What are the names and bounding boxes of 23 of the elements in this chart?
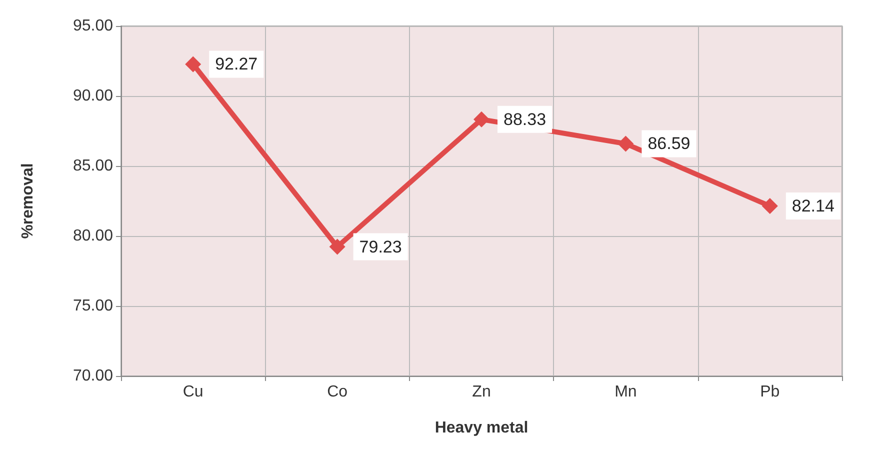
- data-label: 92.27: [215, 54, 258, 74]
- point: [185, 56, 202, 72]
- y-tick-label: 80.00: [72, 228, 114, 244]
- x-tick-label: Mn: [614, 384, 637, 400]
- y-tick-label: 70.00: [72, 368, 114, 384]
- data-label: 79.23: [359, 237, 402, 256]
- point: [618, 136, 634, 152]
- x-tick-label: Co: [327, 384, 348, 400]
- x-tick-label: Pb: [760, 384, 780, 400]
- data-label: 88.33: [504, 110, 546, 129]
- y-tick-label: 85.00: [72, 158, 114, 174]
- y-tick-label: 75.00: [72, 298, 114, 314]
- point: [329, 238, 346, 255]
- point: [474, 111, 490, 128]
- y-tick-label: 90.00: [72, 88, 114, 104]
- x-tick-label: Zn: [472, 384, 491, 400]
- x-axis-title: Heavy metal: [434, 420, 528, 436]
- y-axis-title: %removal: [20, 163, 36, 239]
- x-tick-label: Cu: [182, 384, 204, 400]
- point: [762, 198, 778, 214]
- data-label: 82.14: [792, 196, 834, 216]
- data-label: 86.59: [648, 134, 690, 154]
- y-tick-label: 95.00: [72, 18, 114, 34]
